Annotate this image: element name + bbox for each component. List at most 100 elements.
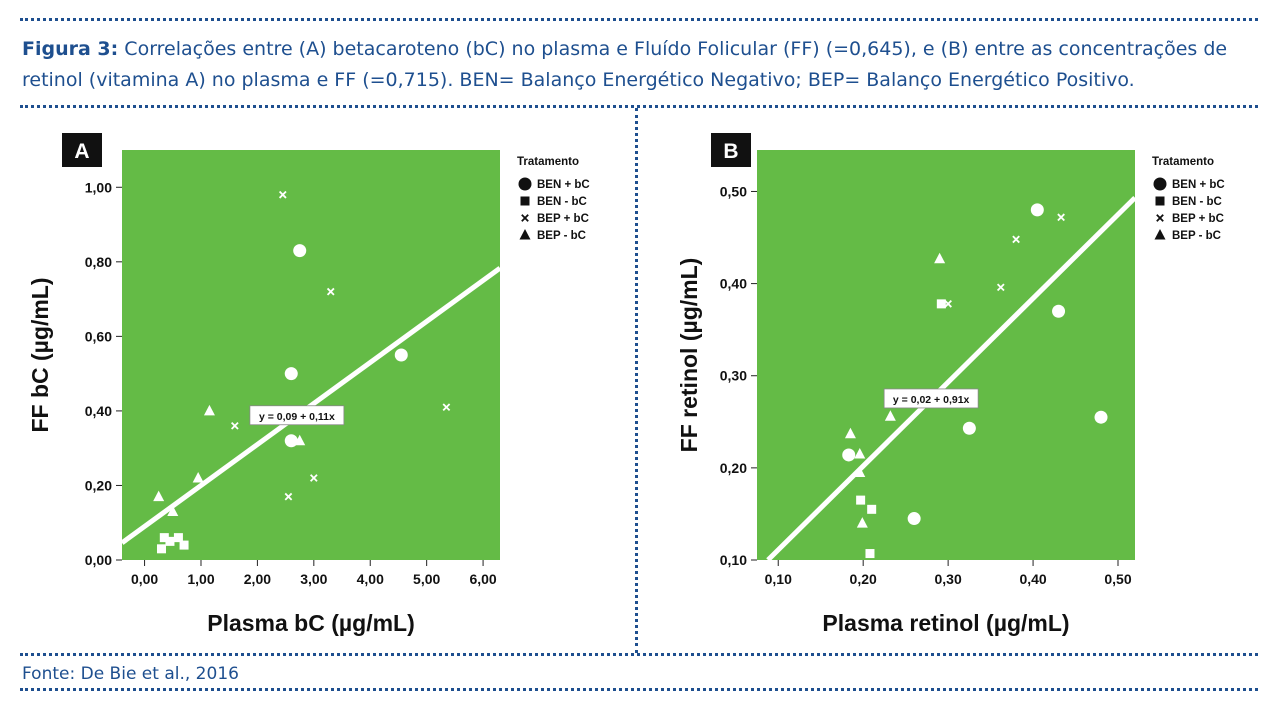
- data-point: [1057, 213, 1065, 222]
- y-tick-label: 0,30: [720, 368, 747, 384]
- data-point: [1094, 410, 1108, 424]
- data-point: [996, 283, 1005, 292]
- regression-equation: y = 0,09 + 0,11x: [259, 411, 335, 423]
- data-point: [934, 252, 946, 264]
- data-point: [173, 533, 183, 543]
- data-point: [865, 549, 875, 559]
- data-point: [165, 536, 175, 546]
- y-axis-label: FF retinol (µg/mL): [676, 258, 702, 453]
- x-tick-label: 0,30: [934, 571, 961, 587]
- panel-label: B: [723, 140, 738, 163]
- legend-marker: [519, 229, 531, 240]
- data-point: [192, 472, 204, 483]
- legend-marker: [518, 177, 532, 191]
- x-tick-label: 0,00: [131, 571, 158, 587]
- data-point: [936, 299, 946, 309]
- top-rule: [20, 18, 1258, 21]
- x-tick-label: 5,00: [413, 571, 440, 587]
- data-point: [309, 474, 318, 482]
- data-point: [153, 490, 165, 502]
- data-point: [394, 348, 408, 362]
- chart-panel-a: A 0,00 0,20 0,40 0,60 0,80 1,00 0,00 1,00 2,00 3,0…: [27, 133, 590, 636]
- y-tick-label: 0,20: [720, 460, 747, 476]
- x-tick-label: 3,00: [300, 571, 327, 587]
- data-point: [284, 367, 298, 381]
- legend-label: BEP - bC: [537, 230, 586, 242]
- legend-label: BEN - bC: [537, 196, 587, 208]
- x-tick-label: 2,00: [244, 571, 271, 587]
- panel-label: A: [74, 140, 89, 163]
- x-tick-label: 4,00: [357, 571, 384, 587]
- data-point: [278, 190, 287, 199]
- legend-title: Tratamento: [1152, 156, 1214, 168]
- data-point: [326, 287, 335, 296]
- panel-label-box: [711, 133, 751, 167]
- data-point: [907, 512, 921, 526]
- y-tick-label: 0,80: [85, 254, 112, 270]
- data-point: [1052, 304, 1066, 318]
- y-tick-label: 0,10: [720, 552, 747, 568]
- data-point: [842, 448, 856, 462]
- plot-area: [122, 150, 500, 560]
- y-tick-label: 0,40: [720, 276, 747, 292]
- x-axis-label: Plasma retinol (µg/mL): [822, 610, 1069, 636]
- legend-marker: [1156, 214, 1164, 222]
- x-tick-label: 1,00: [187, 571, 214, 587]
- x-tick-label: 6,00: [469, 571, 496, 587]
- data-point: [944, 300, 952, 308]
- legend-label: BEN + bC: [1172, 179, 1225, 191]
- x-tick-label: 0,40: [1019, 571, 1046, 587]
- legend-label: BEN + bC: [537, 179, 590, 191]
- y-tick-label: 0,40: [85, 403, 112, 419]
- data-point: [962, 421, 976, 435]
- regression-line: [766, 195, 1137, 562]
- y-tick-label: 0,50: [720, 183, 747, 199]
- regression-equation-box: [249, 405, 345, 426]
- data-point: [856, 495, 866, 505]
- data-point: [854, 448, 866, 459]
- figure-source: Fonte: De Bie et al., 2016: [22, 664, 239, 684]
- legend-marker: [520, 196, 530, 206]
- chart-panel-b: B 0,10 0,20 0,30 0,40 0,50 0,10 0,20 0,30 0,40 0,5…: [676, 133, 1225, 636]
- legend-marker: [1153, 177, 1167, 191]
- data-point: [856, 517, 868, 528]
- legend-marker: [521, 214, 529, 222]
- legend-title: Tratamento: [517, 156, 579, 168]
- figure-caption: Figura 3: Correlações entre (A) betacaro…: [22, 34, 1258, 96]
- x-tick-label: 0,50: [1104, 571, 1131, 587]
- data-point: [442, 403, 451, 412]
- y-tick-label: 0,60: [85, 328, 112, 344]
- panel-label-box: [62, 133, 102, 167]
- data-point: [867, 504, 877, 514]
- data-point: [1030, 203, 1044, 217]
- data-point: [884, 410, 896, 421]
- data-point: [203, 404, 215, 416]
- data-point: [167, 505, 179, 517]
- data-point: [156, 544, 166, 554]
- data-point: [294, 434, 306, 446]
- y-tick-label: 0,00: [85, 552, 112, 568]
- data-point: [284, 434, 298, 448]
- caption-text: Correlações entre (A) betacaroteno (bC) …: [22, 38, 1228, 91]
- data-point: [230, 421, 239, 430]
- x-axis-label: Plasma bC (µg/mL): [207, 610, 415, 636]
- legend-label: BEN - bC: [1172, 196, 1222, 208]
- legend-label: BEP + bC: [537, 213, 589, 225]
- caption-bottom-rule: [20, 105, 1258, 108]
- x-tick-label: 0,20: [850, 571, 877, 587]
- regression-equation-box: [883, 388, 979, 409]
- data-point: [1012, 235, 1020, 244]
- panel-separator: [635, 108, 638, 653]
- legend-marker: [1155, 196, 1165, 206]
- plot-area: [757, 150, 1135, 560]
- caption-label: Figura 3:: [22, 38, 119, 60]
- regression-equation: y = 0,02 + 0,91x: [893, 394, 970, 406]
- y-tick-label: 0,20: [85, 477, 112, 493]
- x-tick-label: 0,10: [765, 571, 792, 587]
- data-point: [293, 244, 307, 258]
- y-tick-label: 1,00: [85, 179, 112, 195]
- data-point: [844, 427, 856, 439]
- data-point: [179, 540, 189, 550]
- legend-label: BEP + bC: [1172, 213, 1224, 225]
- legend-label: BEP - bC: [1172, 230, 1221, 242]
